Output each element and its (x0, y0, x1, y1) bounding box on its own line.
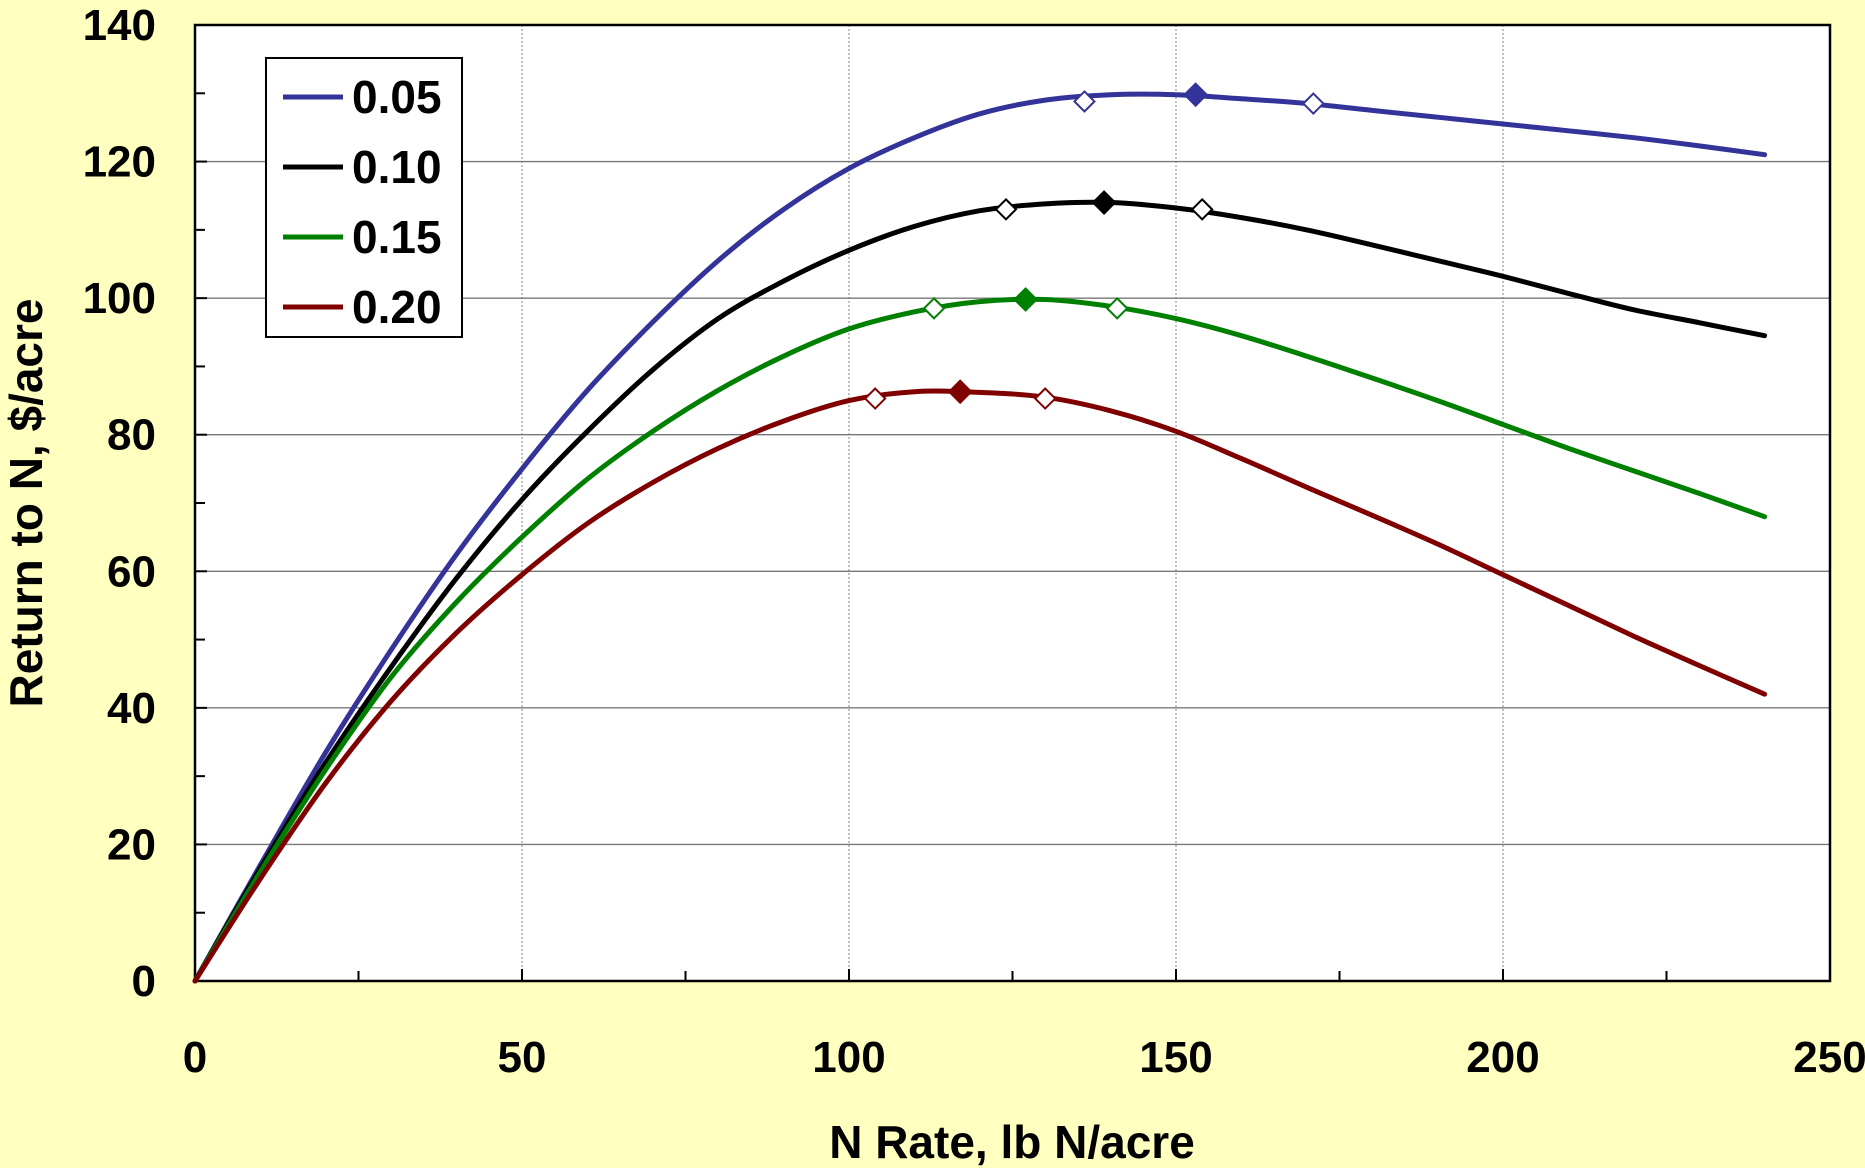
legend-box (265, 57, 463, 338)
series-line-0.10 (192, 199, 1768, 984)
range-marker-0.10 (1190, 197, 1214, 221)
y-axis-title: Return to N, $/acre (0, 299, 52, 708)
legend: 0.05 0.10 0.15 0.20 (265, 57, 463, 338)
y-tick-label: 140 (83, 1, 156, 50)
x-tick-label: 250 (1793, 1033, 1865, 1082)
series-markers (863, 82, 1325, 410)
range-marker-0.15 (1105, 296, 1129, 320)
x-tick-label: 150 (1139, 1033, 1212, 1082)
optimum-marker-0.10 (1091, 190, 1117, 215)
x-tick-label: 0 (183, 1033, 207, 1082)
range-marker-0.15 (922, 296, 946, 320)
optimum-marker-0.05 (1183, 82, 1209, 108)
y-tick-label: 40 (107, 684, 156, 733)
x-axis-title: N Rate, lb N/acre (829, 1116, 1195, 1168)
y-tick-label: 80 (107, 411, 156, 460)
x-tick-label: 200 (1466, 1033, 1539, 1082)
series-line-0.15 (192, 296, 1768, 984)
y-tick-label: 60 (107, 547, 156, 596)
x-tick-label: 50 (498, 1033, 547, 1082)
axes (193, 23, 1832, 983)
series-line-0.05 (192, 91, 1768, 984)
range-marker-0.05 (1301, 92, 1325, 115)
y-tick-label: 120 (83, 138, 156, 187)
y-tick-label: 20 (107, 820, 156, 869)
legend-label-0.15: 0.15 (352, 211, 442, 263)
range-marker-0.20 (1033, 387, 1057, 410)
legend-label-0.20: 0.20 (352, 281, 442, 333)
legend-label-0.05: 0.05 (352, 71, 442, 123)
range-marker-0.10 (994, 197, 1018, 221)
optimum-marker-0.20 (947, 379, 973, 405)
legend-label-0.10: 0.10 (352, 141, 442, 193)
tick-labels: 0 50 100 150 200 250 0 20 40 60 80 100 120 140 (83, 1, 1865, 1082)
range-marker-0.20 (863, 387, 887, 410)
y-tick-label: 0 (132, 957, 156, 1006)
optimum-marker-0.15 (1013, 287, 1038, 312)
y-tick-label: 100 (83, 274, 156, 323)
plot-area (195, 25, 1830, 981)
range-marker-0.05 (1073, 90, 1096, 113)
x-tick-label: 100 (812, 1033, 885, 1082)
